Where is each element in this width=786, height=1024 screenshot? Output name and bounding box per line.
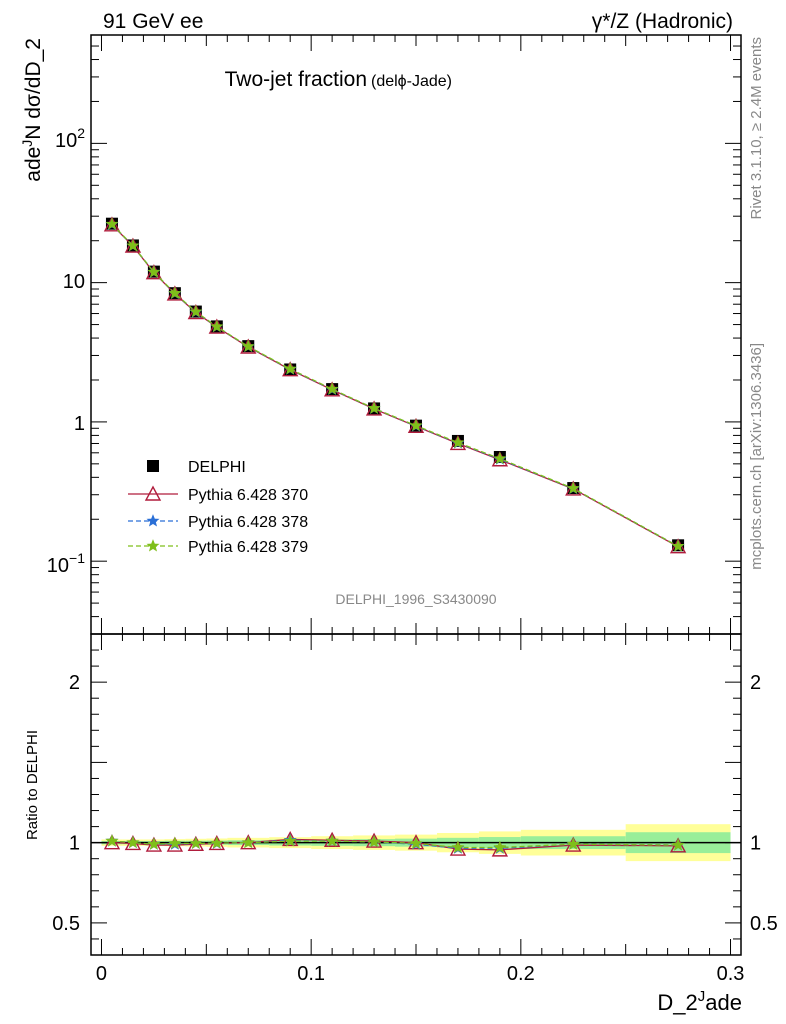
x-tick-label: 0.1	[297, 963, 325, 985]
x-axis-label: D_2Jade	[657, 988, 742, 1015]
y-tick-label-0p1: 10−1	[47, 550, 85, 577]
x-axis-label-base: D_2	[657, 990, 697, 1015]
data-point	[325, 382, 339, 395]
y-axis-label-base: N dσ/dD_2	[22, 38, 45, 140]
ratio-point	[168, 836, 182, 849]
x-axis-label-sup: J	[698, 988, 706, 1005]
ratio-point	[126, 835, 140, 849]
ratio-y-tick-label-right: 0.5	[750, 913, 778, 935]
y-axis-label-main: adeJN dσ/dD_2	[19, 38, 45, 182]
ratio-point	[451, 840, 465, 853]
ratio-point	[367, 835, 381, 848]
data-point	[671, 539, 685, 552]
ratio-point	[283, 834, 297, 847]
x-tick-label: 0.2	[507, 963, 535, 985]
data-point	[210, 319, 224, 333]
ratio-y-tick-label: 0.5	[52, 913, 80, 935]
main-panel: Two-jet fraction (delϕ-Jade) adeJN dσ/dD…	[19, 34, 742, 635]
data-point	[105, 217, 119, 230]
chart-title-suffix: (delϕ-Jade)	[371, 73, 452, 90]
ratio-point	[105, 834, 119, 847]
watermark: DELPHI_1996_S3430090	[335, 591, 496, 607]
ratio-frame	[90, 633, 742, 956]
ratio-point	[210, 836, 224, 849]
y-axis-label-tail: ade	[22, 147, 45, 182]
data-point	[451, 435, 465, 449]
ratio-point	[493, 840, 507, 853]
ratio-y-tick-label: 1	[69, 833, 80, 855]
legend-label: Pythia 6.428 378	[188, 514, 308, 531]
series-3	[105, 217, 685, 552]
y-tick-label-100: 102	[55, 125, 85, 152]
data-point	[126, 238, 140, 252]
legend-label: Pythia 6.428 370	[188, 487, 308, 504]
ratio-series-2	[105, 834, 685, 853]
legend: DELPHI Pythia 6.428 370 Pythia 6.428 378 Py…	[128, 459, 308, 556]
x-axis-label-tail: ade	[705, 990, 742, 1015]
legend-marker	[146, 514, 160, 527]
chart-title: Two-jet fraction	[225, 68, 367, 91]
ratio-point	[671, 838, 685, 851]
data-point	[409, 418, 423, 432]
ratio-point	[241, 835, 255, 849]
ratio-y-tick-label-right: 2	[750, 672, 761, 694]
data-point	[283, 362, 297, 375]
header-left: 91 GeV ee	[103, 10, 203, 33]
data-point	[189, 304, 203, 318]
legend-marker	[147, 460, 159, 472]
ratio-tick-labels: 0 0.1 0.2 0.3 0.5 0.5 1 1 2 2	[52, 672, 778, 985]
ratio-point	[189, 836, 203, 849]
y-axis-label-sup: J	[19, 140, 35, 147]
x-tick-label: 0	[96, 963, 107, 985]
legend-label: Pythia 6.428 379	[188, 539, 308, 556]
y-axis-label-ratio: Ratio to DELPHI	[24, 730, 41, 840]
rivet-label: Rivet 3.1.10, ≥ 2.4M events	[748, 37, 765, 220]
data-point	[566, 481, 580, 494]
mcplots-label: mcplots.cern.ch [arXiv:1306.3436]	[748, 343, 765, 570]
legend-label: DELPHI	[188, 459, 246, 476]
ratio-y-tick-label: 2	[69, 672, 80, 694]
ratio-point	[566, 837, 580, 850]
ratio-panel: 0 0.1 0.2 0.3 0.5 0.5 1 1 2 2 Ratio to DELPHI D_2…	[24, 633, 778, 1015]
ratio-y-tick-label-right: 1	[750, 833, 761, 855]
y-tick-label-10: 10	[63, 271, 85, 293]
ratio-point	[325, 834, 339, 847]
ratio-point	[147, 837, 161, 850]
data-point	[168, 286, 182, 299]
x-tick-label: 0.3	[717, 963, 745, 985]
main-series	[103, 216, 687, 554]
ratio-point	[491, 841, 509, 857]
ratio-point	[103, 834, 121, 850]
main-y-tick-labels: 10−1 1 10 102	[47, 125, 85, 577]
legend-marker	[146, 539, 160, 552]
header-right: γ*/Z (Hadronic)	[592, 10, 733, 33]
data-point	[147, 265, 161, 278]
ratio-series	[103, 830, 687, 857]
ratio-point	[409, 836, 423, 849]
y-tick-label-1: 1	[74, 413, 85, 435]
data-point	[367, 401, 381, 414]
data-point	[241, 339, 255, 353]
legend-marker	[144, 485, 162, 501]
data-point	[493, 451, 507, 465]
ratio-axes	[90, 633, 742, 956]
